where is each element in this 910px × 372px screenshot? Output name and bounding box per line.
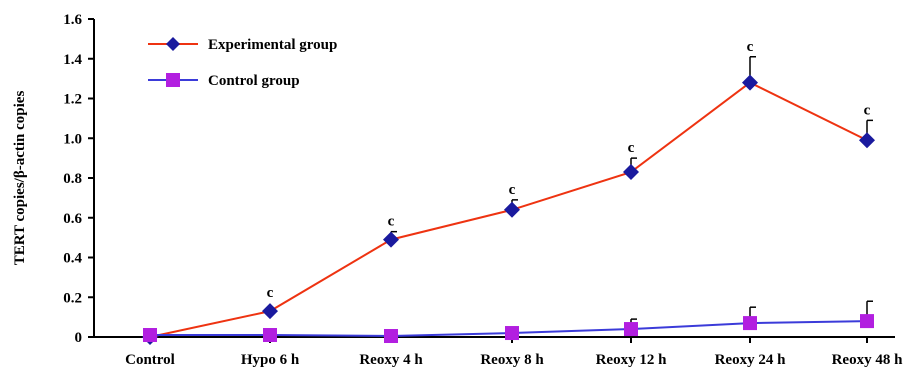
x-tick-label: Hypo 6 h — [241, 352, 300, 368]
y-tick-label: 0 — [75, 330, 83, 346]
legend-item-experimental: Experimental group — [148, 37, 337, 53]
data-point — [860, 314, 874, 329]
y-tick-label: 1.4 — [63, 52, 82, 68]
y-tick-label: 1.0 — [63, 131, 82, 147]
data-point — [143, 328, 157, 343]
significance-label: c — [747, 39, 754, 55]
series-control — [143, 300, 874, 344]
legend-item-control: Control group — [148, 73, 300, 89]
y-axis-label: TERT copies/β-actin copies — [12, 91, 28, 266]
axes — [93, 19, 895, 338]
x-tick-label: Reoxy 12 h — [596, 352, 667, 368]
series-layer: c c c c c c — [142, 39, 875, 345]
significance-label: c — [267, 285, 274, 301]
significance-label: c — [388, 214, 395, 230]
x-tick-label: Reoxy 24 h — [715, 352, 786, 368]
significance-label: c — [864, 102, 871, 118]
significance-label: c — [628, 140, 635, 156]
legend-label-experimental: Experimental group — [208, 37, 337, 53]
data-point — [743, 316, 757, 331]
data-point — [742, 74, 758, 91]
y-tick-label: 0.4 — [63, 251, 82, 267]
data-point — [383, 231, 399, 248]
legend-marker-control — [166, 73, 180, 87]
x-tick-label: Reoxy 8 h — [480, 352, 544, 368]
x-ticks: Control Hypo 6 h Reoxy 4 h Reoxy 8 h Reoxy 1… — [125, 337, 903, 368]
legend-label-control: Control group — [208, 73, 300, 89]
y-ticks: 0 0.2 0.4 0.6 0.8 1.0 1.2 1.4 1.6 — [63, 12, 94, 346]
data-point — [504, 201, 520, 218]
significance-label: c — [509, 182, 516, 198]
y-tick-label: 0.2 — [63, 290, 82, 306]
data-point — [384, 329, 398, 344]
data-point — [624, 322, 638, 337]
data-point — [859, 132, 875, 149]
data-point — [623, 164, 639, 181]
data-point — [263, 328, 277, 343]
data-point — [262, 303, 278, 320]
y-tick-label: 1.6 — [63, 12, 82, 28]
x-tick-label: Control — [125, 352, 175, 368]
x-tick-label: Reoxy 48 h — [832, 352, 903, 368]
y-tick-label: 1.2 — [63, 92, 82, 108]
x-tick-label: Reoxy 4 h — [359, 352, 423, 368]
legend: Experimental group Control group — [148, 37, 337, 89]
data-point — [505, 326, 519, 341]
y-tick-label: 0.6 — [63, 211, 82, 227]
legend-marker-experimental — [166, 37, 180, 51]
y-tick-label: 0.8 — [63, 171, 82, 187]
